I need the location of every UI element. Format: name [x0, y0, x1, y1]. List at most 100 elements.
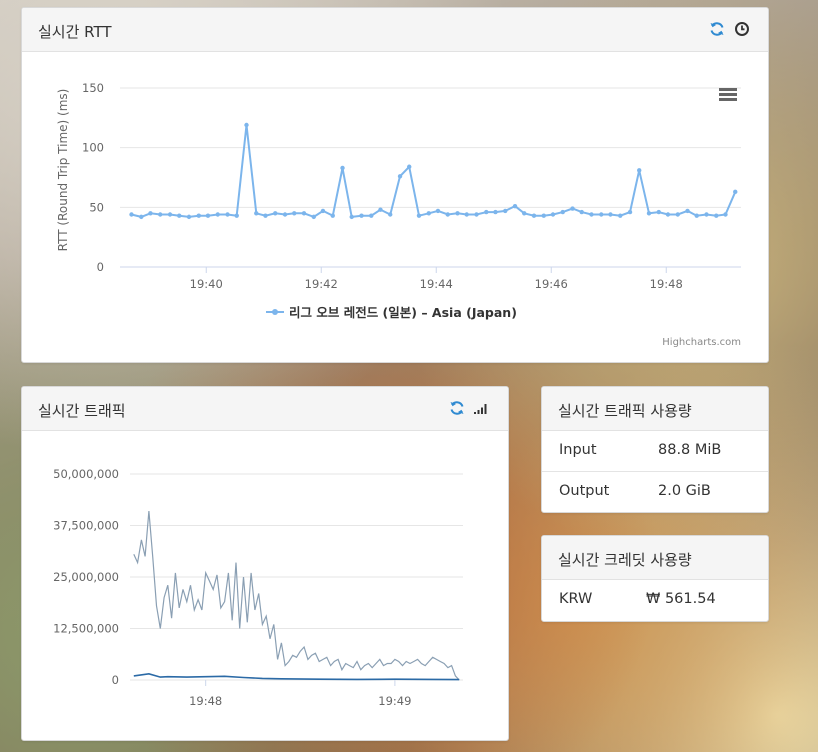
rtt-x-tick-label: 19:44 — [420, 277, 453, 291]
rtt-data-point[interactable] — [665, 212, 671, 217]
traffic-y-tick-label: 50,000,000 — [53, 467, 119, 481]
rtt-legend[interactable]: 리그 오브 레전드 (일본) – Asia (Japan) — [266, 305, 517, 320]
rtt-data-point[interactable] — [675, 212, 680, 217]
traffic-x-tick-label: 19:48 — [189, 694, 222, 708]
rtt-data-point[interactable] — [627, 209, 633, 215]
refresh-icon[interactable] — [709, 21, 725, 37]
rtt-data-point[interactable] — [205, 213, 211, 218]
rtt-data-point[interactable] — [158, 212, 163, 217]
rtt-x-tick-label: 19:46 — [535, 277, 568, 291]
rtt-data-point[interactable] — [646, 211, 652, 216]
usage-label: Input — [559, 442, 597, 458]
rtt-data-point[interactable] — [704, 212, 709, 217]
rtt-data-point[interactable] — [484, 209, 489, 215]
rtt-y-tick-label: 50 — [89, 200, 104, 214]
rtt-data-point[interactable] — [330, 213, 335, 218]
traffic-gridlines — [130, 473, 463, 681]
rtt-data-point[interactable] — [397, 174, 403, 179]
rtt-data-point[interactable] — [618, 213, 623, 218]
rtt-data-point[interactable] — [550, 212, 556, 217]
rtt-data-point[interactable] — [733, 189, 738, 195]
rtt-data-point[interactable] — [167, 212, 173, 217]
rtt-data-point[interactable] — [416, 213, 422, 218]
rtt-data-point[interactable] — [464, 212, 469, 217]
rtt-data-point[interactable] — [445, 212, 450, 217]
rtt-data-point[interactable] — [388, 212, 393, 217]
rtt-data-point[interactable] — [225, 212, 230, 217]
rtt-panel-header: 실시간 RTT — [22, 8, 768, 52]
rtt-data-point[interactable] — [273, 211, 278, 216]
rtt-data-point[interactable] — [340, 165, 345, 171]
highcharts-credit[interactable]: Highcharts.com — [662, 337, 741, 348]
refresh-icon[interactable] — [449, 400, 465, 416]
rtt-data-point[interactable] — [685, 208, 690, 214]
rtt-data-point[interactable] — [579, 209, 584, 215]
traffic-usage-title: 실시간 트래픽 사용량 — [558, 402, 692, 420]
rtt-data-point[interactable] — [282, 212, 288, 217]
rtt-data-point[interactable] — [186, 214, 192, 220]
usage-value: 88.8 MiB — [658, 442, 722, 458]
rtt-data-point[interactable] — [493, 209, 498, 215]
rtt-data-point[interactable] — [301, 211, 307, 216]
rtt-data-point[interactable] — [263, 213, 268, 218]
usage-label: Output — [559, 483, 610, 499]
traffic-series — [133, 511, 460, 681]
rtt-data-point[interactable] — [714, 213, 719, 218]
rtt-data-point[interactable] — [244, 122, 249, 128]
rtt-data-point[interactable] — [723, 212, 728, 217]
rtt-x-tick-label: 19:42 — [305, 277, 338, 291]
rtt-data-point[interactable] — [637, 168, 642, 173]
rtt-chart: RTT (Round Trip Time) (ms) 150 100 50 0 19:… — [56, 81, 741, 348]
rtt-data-point[interactable] — [426, 211, 431, 216]
rtt-data-point[interactable] — [541, 213, 546, 218]
rtt-panel: 실시간 RTT RTT (Round Trip Time) (ms) 150 10… — [21, 7, 769, 363]
rtt-data-point[interactable] — [694, 213, 699, 218]
traffic-y-ticks: 50,000,000 37,500,000 25,000,000 12,500,000… — [53, 467, 119, 687]
rtt-data-point[interactable] — [512, 203, 518, 209]
traffic-series-line — [133, 511, 460, 681]
credit-usage-title: 실시간 크레딧 사용량 — [558, 551, 692, 569]
rtt-data-point[interactable] — [435, 208, 441, 214]
rtt-data-point[interactable] — [608, 212, 613, 217]
clock-icon[interactable] — [734, 21, 750, 37]
usage-value: 2.0 GiB — [658, 483, 711, 499]
rtt-data-point[interactable] — [455, 211, 460, 216]
rtt-data-point[interactable] — [292, 211, 297, 216]
rtt-y-axis-title: RTT (Round Trip Time) (ms) — [56, 89, 70, 252]
rtt-data-point[interactable] — [359, 213, 364, 218]
traffic-y-tick-label: 12,500,000 — [53, 622, 119, 636]
rtt-data-point[interactable] — [570, 206, 575, 211]
rtt-data-point[interactable] — [369, 213, 374, 218]
rtt-data-point[interactable] — [474, 212, 479, 217]
traffic-panel: 실시간 트래픽 50,000,000 37,500,000 25,000,000 12… — [21, 386, 509, 741]
traffic-y-tick-label: 37,500,000 — [53, 519, 119, 533]
rtt-data-point[interactable] — [503, 208, 508, 214]
rtt-data-point[interactable] — [378, 207, 383, 212]
rtt-data-point[interactable] — [589, 212, 594, 217]
rtt-data-point[interactable] — [599, 212, 604, 217]
rtt-data-point[interactable] — [254, 211, 259, 216]
rtt-data-point[interactable] — [129, 212, 134, 217]
traffic-y-tick-label: 25,000,000 — [53, 570, 119, 584]
signal-icon[interactable] — [473, 400, 489, 416]
rtt-x-tick-label: 19:48 — [650, 277, 683, 291]
chart-menu-icon[interactable] — [719, 88, 737, 101]
rtt-data-point[interactable] — [177, 213, 182, 218]
rtt-data-point[interactable] — [522, 211, 527, 216]
credit-value: ₩ 561.54 — [646, 591, 716, 607]
rtt-data-point[interactable] — [196, 213, 201, 218]
rtt-data-point[interactable] — [531, 213, 537, 218]
rtt-data-point[interactable] — [311, 214, 316, 220]
rtt-data-point[interactable] — [407, 164, 412, 169]
rtt-data-point[interactable] — [215, 212, 220, 217]
rtt-data-point[interactable] — [349, 214, 354, 220]
rtt-data-point[interactable] — [560, 209, 565, 215]
rtt-data-point[interactable] — [148, 211, 153, 216]
rtt-data-point[interactable] — [139, 214, 144, 220]
traffic-series-line — [133, 672, 460, 681]
rtt-data-point[interactable] — [656, 209, 661, 215]
rtt-data-point[interactable] — [320, 208, 326, 214]
rtt-data-point[interactable] — [234, 213, 239, 218]
credit-label: KRW — [559, 591, 593, 607]
traffic-usage-header: 실시간 트래픽 사용량 — [542, 387, 768, 431]
